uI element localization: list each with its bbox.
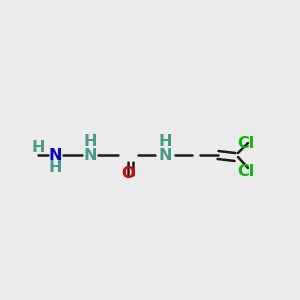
Text: Cl: Cl [237, 164, 255, 179]
Text: O: O [121, 167, 135, 182]
Text: N: N [83, 148, 97, 163]
Text: N: N [48, 148, 62, 163]
Text: H: H [31, 140, 45, 155]
Text: H: H [158, 134, 172, 149]
Text: Cl: Cl [237, 136, 255, 151]
Text: H: H [48, 160, 62, 175]
Text: H: H [83, 134, 97, 149]
Text: N: N [158, 148, 172, 163]
